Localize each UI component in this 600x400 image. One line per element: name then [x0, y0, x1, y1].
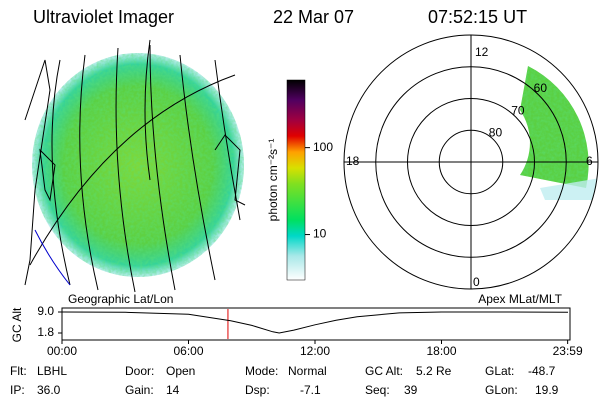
status-label: GLon: — [485, 383, 518, 397]
lat-ring — [438, 129, 504, 195]
status-value: LBHL — [37, 364, 67, 378]
lat-ring-label: 60 — [534, 81, 548, 95]
mlt-label: 6 — [586, 154, 593, 168]
y-tick-label: 9.0 — [37, 304, 54, 318]
right-label: Apex MLat/MLT — [478, 292, 562, 306]
status-value: 14 — [166, 383, 180, 397]
status-value: -48.7 — [528, 364, 556, 378]
status-label: GLat: — [485, 364, 514, 378]
x-tick-label: 18:00 — [426, 344, 456, 358]
x-tick-label: 23:59 — [553, 344, 583, 358]
mlt-label: 18 — [346, 154, 360, 168]
earth-image — [24, 39, 246, 293]
colorbar-tick-label: 10 — [313, 227, 327, 241]
x-tick-label: 12:00 — [300, 344, 330, 358]
lat-ring — [407, 98, 535, 226]
time: 07:52:15 UT — [428, 7, 527, 27]
lat-ring-label: 70 — [511, 103, 525, 117]
status-label: Door: — [125, 364, 154, 378]
status-value: 5.2 Re — [416, 364, 452, 378]
status-label: GC Alt: — [365, 364, 403, 378]
timeline: Geographic Lat/Lon Apex MLat/MLT GC Alt … — [10, 292, 583, 358]
status-label: Flt: — [10, 364, 27, 378]
status: Flt: LBHL Door: Open Mode: Normal GC Alt… — [10, 364, 559, 397]
date: 22 Mar 07 — [273, 7, 354, 27]
status-value: 19.9 — [535, 383, 559, 397]
lat-ring-label: 80 — [489, 126, 503, 140]
status-value: Open — [166, 364, 195, 378]
status-label: Dsp: — [245, 383, 270, 397]
y-tick-label: 1.8 — [37, 325, 54, 339]
status-value: Normal — [288, 364, 327, 378]
colorbar-tick-label: 100 — [313, 140, 333, 154]
x-tick-label: 00:00 — [47, 344, 77, 358]
status-value: 36.0 — [37, 383, 61, 397]
colorbar-label: photon cm⁻²s⁻¹ — [266, 139, 280, 222]
lat-ring — [375, 66, 567, 258]
mlt-label: 12 — [475, 45, 489, 59]
colorbar: photon cm⁻²s⁻¹ — [266, 79, 306, 281]
status-value: -7.1 — [300, 383, 321, 397]
polar-plot: 60 70 80 12 0 18 6 — [343, 34, 599, 290]
y-label: GC Alt — [10, 307, 24, 342]
status-label: Seq: — [365, 383, 390, 397]
mlt-label: 0 — [473, 275, 480, 289]
status-value: 39 — [404, 383, 418, 397]
status-label: IP: — [10, 383, 25, 397]
altitude-curve — [61, 311, 569, 334]
left-label: Geographic Lat/Lon — [68, 292, 173, 306]
title: Ultraviolet Imager — [33, 7, 174, 27]
status-label: Mode: — [245, 364, 278, 378]
status-label: Gain: — [125, 383, 154, 397]
x-tick-label: 06:00 — [173, 344, 203, 358]
